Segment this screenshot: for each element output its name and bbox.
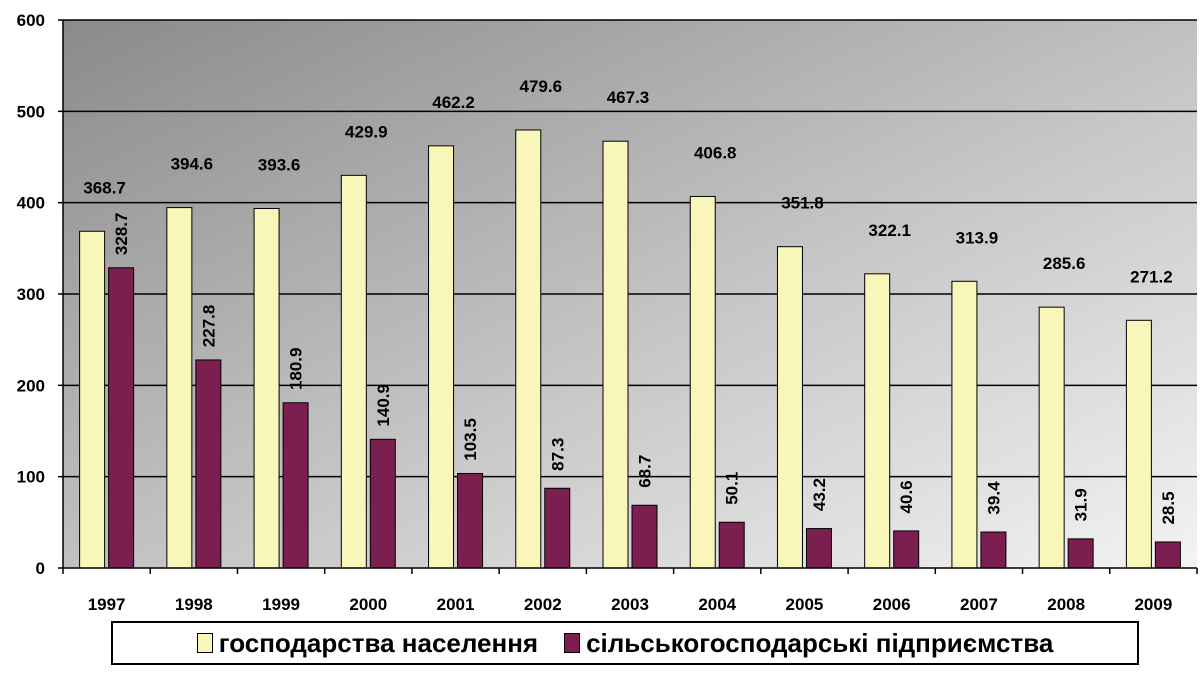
data-label-enterprises: 140.9 [374, 384, 393, 427]
data-label-households: 271.2 [1130, 267, 1173, 286]
data-label-households: 351.8 [781, 194, 824, 213]
data-label-households: 467.3 [607, 88, 650, 107]
x-tick-label: 2002 [524, 595, 562, 614]
bar-households [1125, 319, 1152, 569]
x-tick-label: 2005 [786, 595, 824, 614]
data-label-households: 479.6 [519, 77, 562, 96]
bar-households [689, 195, 716, 569]
y-tick-label: 500 [17, 102, 45, 121]
bar-enterprises [457, 472, 484, 569]
legend: господарства населення сільськогосподарс… [111, 621, 1139, 665]
data-label-enterprises: 328.7 [112, 213, 131, 256]
data-label-households: 394.6 [171, 155, 214, 174]
data-label-enterprises: 103.5 [461, 418, 480, 461]
bar-households [253, 208, 280, 569]
x-tick-label: 2000 [349, 595, 387, 614]
x-tick-label: 2006 [873, 595, 911, 614]
bar-households [428, 145, 455, 569]
y-tick-label: 600 [17, 11, 45, 30]
data-label-enterprises: 50.1 [723, 472, 742, 505]
y-tick-label: 100 [17, 468, 45, 487]
bar-households [602, 140, 629, 569]
legend-item-enterprises: сільськогосподарські підприємства [564, 628, 1053, 659]
bar-households [340, 174, 367, 569]
data-label-enterprises: 40.6 [897, 480, 916, 513]
bar-enterprises [805, 528, 832, 569]
y-tick-label: 400 [17, 194, 45, 213]
legend-label-enterprises: сільськогосподарські підприємства [586, 627, 1054, 658]
data-label-households: 368.7 [83, 178, 126, 197]
bar-enterprises [282, 402, 309, 569]
y-tick-label: 0 [36, 559, 45, 578]
legend-item-households: господарства населення [196, 627, 539, 659]
bar-households [515, 129, 542, 569]
bar-enterprises [108, 267, 135, 569]
x-tick-label: 2007 [960, 595, 998, 614]
data-label-enterprises: 43.2 [810, 478, 829, 511]
x-tick-label: 2004 [698, 595, 736, 614]
data-label-households: 322.1 [868, 221, 911, 240]
bar-households [79, 230, 106, 569]
data-label-enterprises: 87.3 [548, 438, 567, 471]
x-tick-label: 2008 [1047, 595, 1085, 614]
bar-households [864, 273, 891, 569]
data-label-households: 393.6 [258, 156, 301, 175]
y-tick-label: 200 [17, 376, 45, 395]
legend-swatch-enterprises [564, 633, 581, 653]
bar-enterprises [718, 521, 745, 569]
bar-enterprises [195, 359, 222, 569]
bar-enterprises [369, 438, 396, 569]
bar-enterprises [1067, 538, 1094, 569]
legend-swatch-households [196, 633, 213, 653]
x-tick-label: 2009 [1134, 595, 1172, 614]
data-label-enterprises: 180.9 [287, 348, 306, 391]
data-label-households: 313.9 [956, 228, 999, 247]
x-tick-label: 1999 [262, 595, 300, 614]
bar-enterprises [980, 531, 1007, 569]
bar-households [1038, 306, 1065, 569]
bar-enterprises [1154, 541, 1181, 569]
bar-households [166, 207, 193, 569]
data-label-enterprises: 39.4 [984, 481, 1003, 515]
data-label-enterprises: 68.7 [636, 455, 655, 488]
data-label-enterprises: 28.5 [1159, 491, 1178, 524]
x-tick-label: 2001 [437, 595, 475, 614]
data-label-households: 462.2 [432, 93, 475, 112]
bar-households [951, 280, 978, 569]
data-label-households: 429.9 [345, 122, 388, 141]
data-label-enterprises: 227.8 [199, 305, 218, 348]
bar-enterprises [631, 504, 658, 569]
x-tick-label: 1998 [175, 595, 213, 614]
bar-enterprises [893, 530, 920, 569]
legend-label-households: господарства населення [218, 627, 539, 658]
bar-enterprises [544, 487, 571, 569]
x-tick-label: 2003 [611, 595, 649, 614]
data-label-households: 285.6 [1043, 254, 1086, 273]
x-tick-label: 1997 [88, 595, 126, 614]
y-tick-label: 300 [17, 285, 45, 304]
bar-households [776, 246, 803, 569]
data-label-households: 406.8 [694, 143, 737, 162]
data-label-enterprises: 31.9 [1072, 488, 1091, 521]
